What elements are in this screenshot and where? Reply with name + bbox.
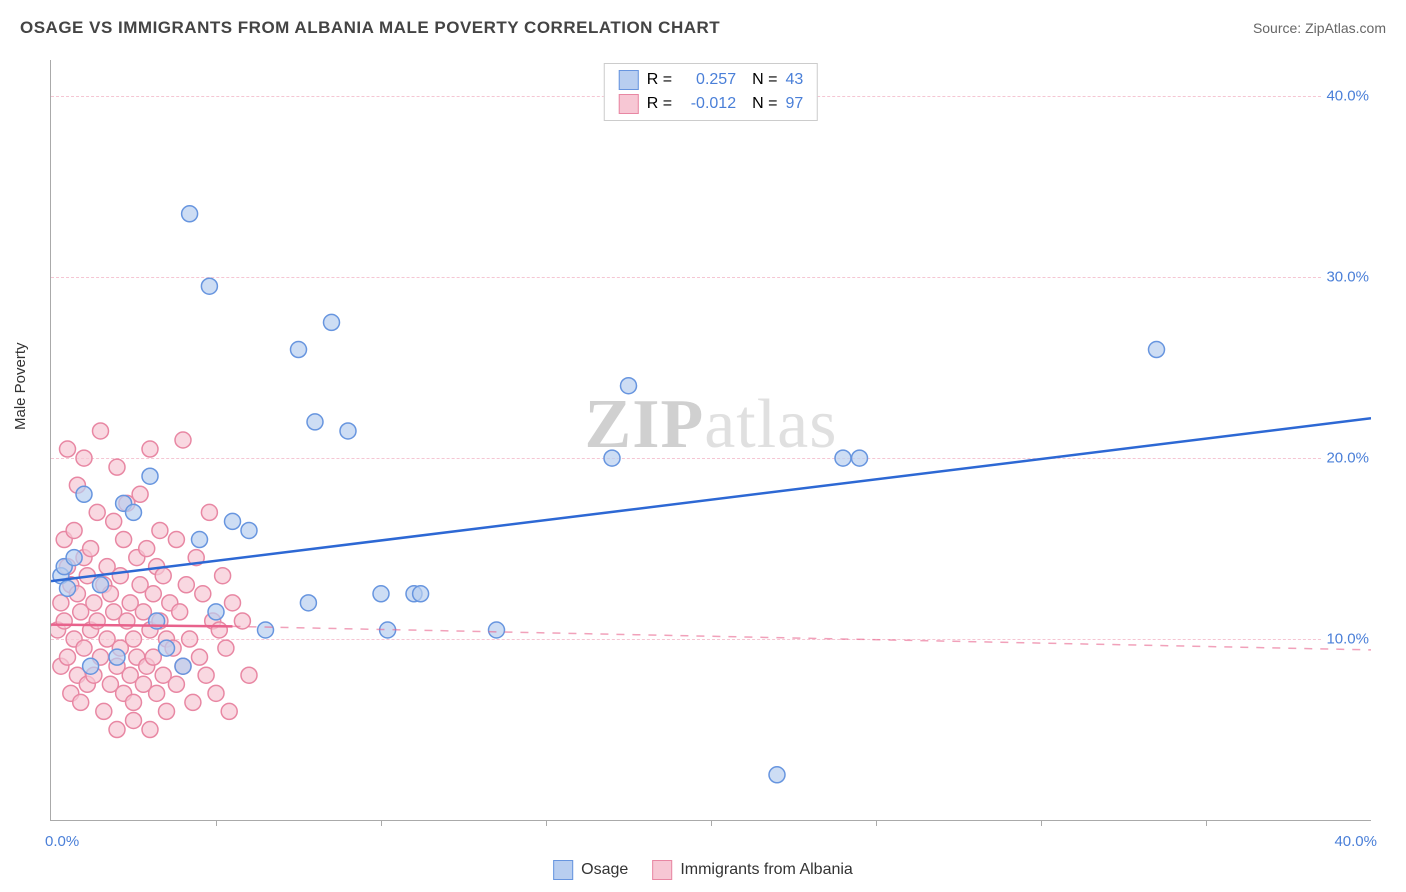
- legend-label: Immigrants from Albania: [680, 861, 853, 879]
- source-name: ZipAtlas.com: [1305, 20, 1386, 36]
- x-tick-max: 40.0%: [1334, 833, 1377, 850]
- r-label: R =: [647, 95, 672, 113]
- swatch-albania-icon: [652, 860, 672, 880]
- y-axis-label: Male Poverty: [12, 342, 29, 430]
- legend-row-albania: R = -0.012 N = 97: [619, 92, 803, 116]
- source-label: Source:: [1253, 20, 1301, 36]
- r-value: -0.012: [680, 95, 736, 113]
- legend-item-albania: Immigrants from Albania: [652, 860, 853, 880]
- x-tick-mark: [1206, 820, 1207, 826]
- n-label: N =: [752, 71, 777, 89]
- x-tick-mark: [216, 820, 217, 826]
- x-tick-mark: [711, 820, 712, 826]
- n-value: 43: [785, 71, 803, 89]
- r-value: 0.257: [680, 71, 736, 89]
- series-legend: Osage Immigrants from Albania: [553, 860, 853, 880]
- x-tick-min: 0.0%: [45, 833, 79, 850]
- chart-header: OSAGE VS IMMIGRANTS FROM ALBANIA MALE PO…: [20, 18, 1386, 38]
- n-value: 97: [785, 95, 803, 113]
- legend-row-osage: R = 0.257 N = 43: [619, 68, 803, 92]
- n-label: N =: [752, 95, 777, 113]
- x-tick-mark: [1041, 820, 1042, 826]
- source-credit: Source: ZipAtlas.com: [1253, 20, 1386, 36]
- chart-plot-area: ZIPatlas R = 0.257 N = 43 R = -0.012 N =…: [50, 60, 1371, 821]
- legend-item-osage: Osage: [553, 860, 628, 880]
- x-tick-mark: [546, 820, 547, 826]
- legend-label: Osage: [581, 861, 628, 879]
- swatch-osage-icon: [553, 860, 573, 880]
- swatch-albania: [619, 94, 639, 114]
- chart-title: OSAGE VS IMMIGRANTS FROM ALBANIA MALE PO…: [20, 18, 720, 38]
- r-label: R =: [647, 71, 672, 89]
- scatter-svg: [51, 60, 1371, 820]
- x-tick-mark: [381, 820, 382, 826]
- correlation-legend: R = 0.257 N = 43 R = -0.012 N = 97: [604, 63, 818, 121]
- x-tick-mark: [876, 820, 877, 826]
- swatch-osage: [619, 70, 639, 90]
